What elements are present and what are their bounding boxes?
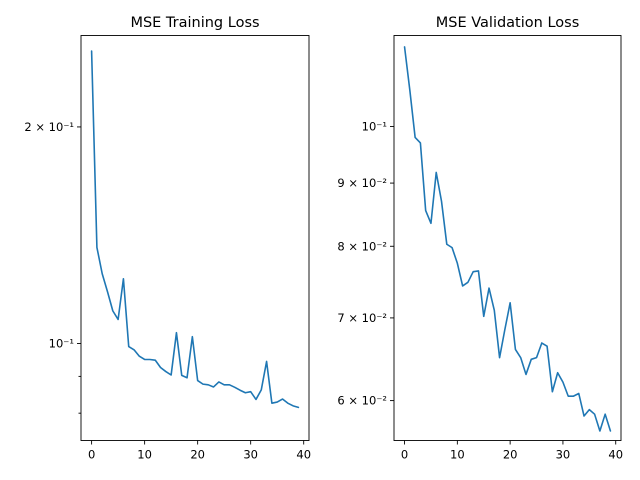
series-line: [90, 50, 300, 409]
x-tick-label: 30: [556, 448, 571, 462]
x-tick-label: 30: [243, 448, 258, 462]
chart-title: MSE Validation Loss: [436, 15, 580, 31]
series-line: [403, 46, 612, 432]
y-tick-label: 10⁻¹: [362, 120, 387, 134]
axes-frame: [393, 35, 622, 441]
axis-ticks: 0 10 20 30 40 2 × 10⁻¹ 10⁻¹: [24, 120, 311, 462]
x-tick-label: 40: [296, 448, 311, 462]
x-tick-label: 0: [88, 448, 95, 462]
x-tick-label: 20: [503, 448, 518, 462]
x-tick-label: 10: [450, 448, 465, 462]
y-tick-label: 9 × 10⁻²: [337, 176, 387, 190]
x-tick-label: 20: [190, 448, 205, 462]
axis-ticks: 0 10 20 30 40 10⁻¹ 9 × 10⁻² 8 × 10⁻² 7 × 10⁻² 6 ×…: [337, 120, 623, 462]
x-tick-label: 40: [608, 448, 623, 462]
plot-marks: [90, 50, 300, 409]
y-tick-label: 8 × 10⁻²: [337, 239, 387, 253]
chart-title: MSE Training Loss: [130, 15, 259, 31]
y-tick-label: 7 × 10⁻²: [337, 311, 387, 325]
y-tick-label: 10⁻¹: [49, 336, 74, 350]
axes-frame: [80, 35, 310, 441]
y-tick-label: 6 × 10⁻²: [337, 394, 387, 408]
x-tick-label: 0: [401, 448, 408, 462]
validation-loss-chart: MSE Validation Loss 0 10 20 30 40 10⁻¹ 9 × 10⁻…: [337, 15, 623, 462]
y-tick-label: 2 × 10⁻¹: [24, 120, 74, 134]
plot-marks: [403, 46, 612, 432]
training-loss-chart: MSE Training Loss 0 10 20 30 40 2 × 10⁻¹ 10⁻¹: [24, 15, 311, 462]
x-tick-label: 10: [137, 448, 152, 462]
